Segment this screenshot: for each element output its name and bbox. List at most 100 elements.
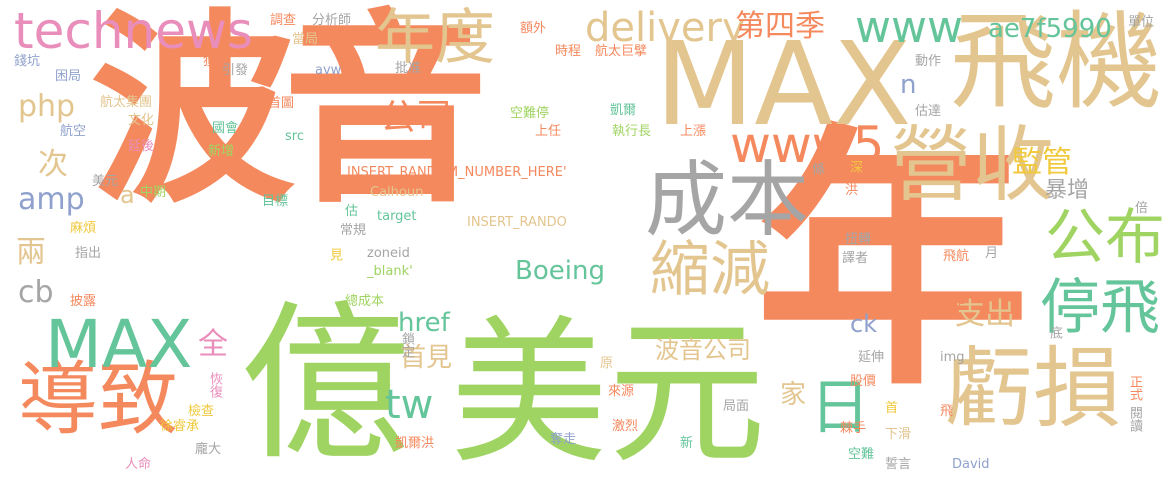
word-liang: 兩 xyxy=(16,235,46,270)
word-feiji: 飛機 xyxy=(950,1,1162,124)
word-ri: 日 xyxy=(810,373,870,443)
word-avw: avw xyxy=(315,63,342,78)
word-changgui: 常規 xyxy=(340,223,367,238)
word-boyin: 波音 xyxy=(90,0,488,231)
word-amp: amp xyxy=(18,182,85,217)
word-david: David xyxy=(952,457,990,472)
word-ck: ck xyxy=(850,310,878,338)
word-baozeng: 暴增 xyxy=(1045,178,1090,203)
word-fei: 飛 xyxy=(940,404,954,419)
word-mubiao: 目標 xyxy=(262,194,289,209)
word-xin: 新 xyxy=(680,436,694,451)
word-shangren: 上任 xyxy=(535,124,562,139)
word-quan: 全 xyxy=(198,327,228,362)
word-img: img xyxy=(940,350,965,365)
word-yi: 億 xyxy=(240,286,411,482)
word-tw: tw xyxy=(385,382,434,428)
word-meiyuan: 美元 xyxy=(450,302,766,482)
word-niuzhuan: 扭轉 xyxy=(845,232,872,247)
word-yuedu: 閱讀 xyxy=(1127,406,1142,432)
word-zhichu2: 指出 xyxy=(75,246,102,261)
word-shoujian: 首見 xyxy=(400,343,453,373)
word-niandu: 年度 xyxy=(375,3,495,73)
word-zhongqi: 中期 xyxy=(140,185,167,200)
word-hangtaijituan: 航太集團 xyxy=(100,95,153,110)
word-yanhou: 延後 xyxy=(128,139,155,154)
word-chengben: 成本 xyxy=(645,153,810,248)
word-laiyuan: 來源 xyxy=(608,384,635,399)
word-feihang: 飛航 xyxy=(943,249,970,264)
word-n: n xyxy=(900,70,917,100)
word-insert2: INSERT_RANDO xyxy=(467,215,567,230)
word-blank: _blank' xyxy=(367,264,413,279)
word-hangtaijupi: 航太巨擘 xyxy=(595,44,648,59)
word-zhixingzhang: 執行長 xyxy=(612,124,652,139)
word-meiyuan2: 美元 xyxy=(92,174,119,189)
word-boyingongsi: 波音公司 xyxy=(655,336,751,364)
word-yue: 月 xyxy=(985,246,999,261)
word-calhoun: Calhoun xyxy=(370,185,424,200)
word-mafan: 麻煩 xyxy=(70,221,97,236)
word-disiji: 第四季 xyxy=(735,9,825,44)
word-shangzhang: 上漲 xyxy=(680,124,707,139)
word-tiao: 條 xyxy=(809,162,824,175)
word-technews: technews xyxy=(14,2,253,60)
word-fufei: 復飛 xyxy=(363,146,390,161)
word-bei: 倍 xyxy=(1135,201,1149,216)
word-shiyan: 誓言 xyxy=(885,457,912,472)
word-hangkong: 航空 xyxy=(60,124,87,139)
word-gongsi: 公司 xyxy=(380,97,453,138)
word-jia: 家 xyxy=(780,380,807,410)
word-delivery: delivery xyxy=(585,5,746,51)
word-yinfa: 引發 xyxy=(222,63,249,78)
word-shoutu: 首圖 xyxy=(268,96,295,111)
word-suojian: 縮減 xyxy=(650,235,770,305)
word-yingshou: 營收 xyxy=(890,118,1055,213)
word-gujia: 股價 xyxy=(850,374,877,389)
word-guda: 估達 xyxy=(915,104,942,119)
word-kaier: 凱爾 xyxy=(610,103,637,118)
word-dongzuo: 動作 xyxy=(915,54,942,69)
word-src: src xyxy=(285,129,304,144)
word-wenhua: 文化 xyxy=(128,113,155,128)
word-max-teal: MAX xyxy=(45,306,193,383)
word-insert1: INSERT_RANDOM_NUMBER_HERE' xyxy=(347,165,567,180)
word-dangju1: 當局 xyxy=(292,32,319,47)
word-kuisun: 虧損 xyxy=(945,337,1122,440)
word-jishou: 棘手 xyxy=(840,421,867,436)
word-pangda: 龐大 xyxy=(195,442,222,457)
word-pilu: 披露 xyxy=(70,294,97,309)
word-jianguan: 監管 xyxy=(1012,145,1072,180)
word-zhengshi: 正式 xyxy=(1127,375,1142,401)
word-max-large: MAX xyxy=(655,18,912,152)
word-jiancha: 檢查 xyxy=(188,404,215,419)
word-nian: 年 xyxy=(755,102,1030,422)
word-kongnanting: 空難停 xyxy=(510,106,550,121)
word-target: target xyxy=(377,209,417,224)
word-huo: 獲 xyxy=(203,54,217,69)
word-zoneid: zoneid xyxy=(367,246,410,261)
word-huifu: 恢復 xyxy=(207,372,222,398)
word-jilie: 激烈 xyxy=(612,419,639,434)
word-yuan: 原 xyxy=(600,356,614,371)
word-www: www xyxy=(855,2,963,53)
word-jumian: 局面 xyxy=(723,399,750,414)
word-danwei: 單位 xyxy=(1128,15,1155,30)
word-shicheng: 時程 xyxy=(555,44,582,59)
word-www5: www5 xyxy=(730,116,885,174)
word-zhichu: 支出 xyxy=(955,297,1015,332)
word-suoding: 鎖定 xyxy=(399,332,414,358)
word-fenxishi: 分析師 xyxy=(312,13,352,28)
word-hong: 洪 xyxy=(845,183,859,198)
word-renming: 人命 xyxy=(125,457,152,472)
word-href: href xyxy=(398,308,450,338)
word-kongnan: 空難 xyxy=(848,447,875,462)
word-duozou: 奪走 xyxy=(550,432,577,447)
word-kaierhong: 凱爾洪 xyxy=(395,436,435,451)
word-php: php xyxy=(18,89,76,124)
word-guohui: 國會 xyxy=(212,121,239,136)
word-tingfei: 停飛 xyxy=(1040,273,1160,343)
word-gu: 估 xyxy=(345,204,359,219)
word-shen: 深 xyxy=(847,160,862,173)
